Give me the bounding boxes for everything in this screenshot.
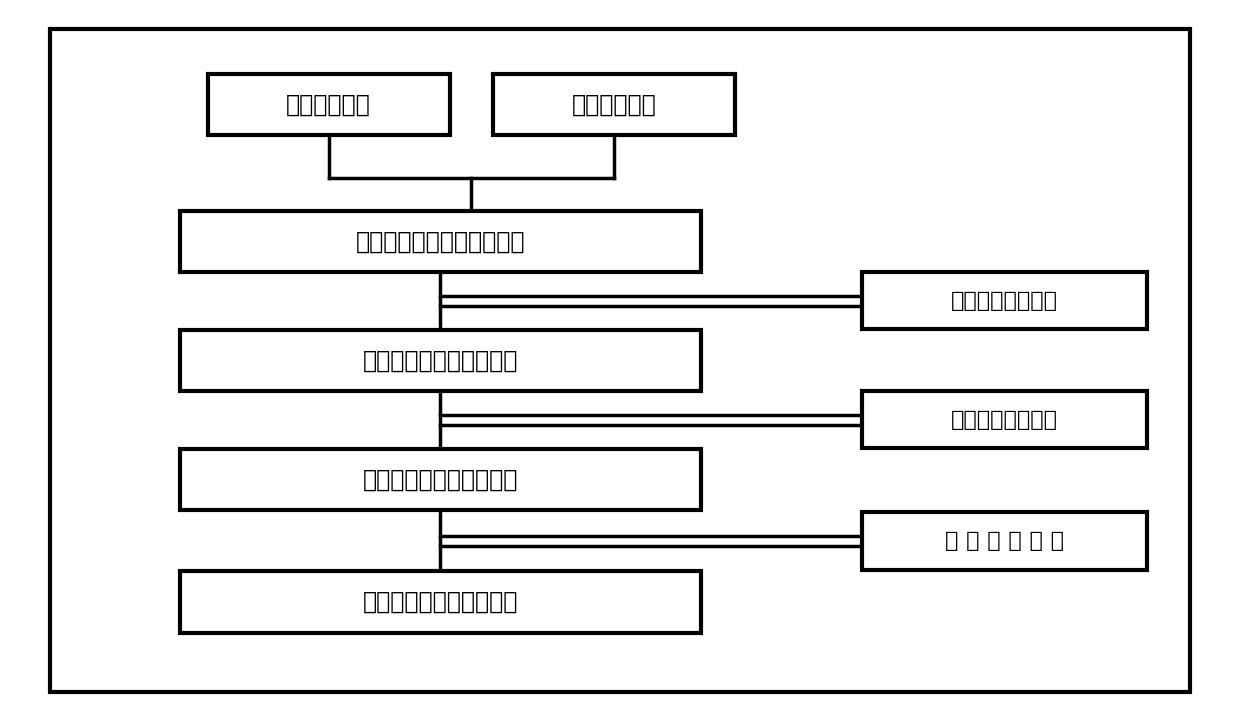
FancyBboxPatch shape bbox=[180, 330, 701, 391]
Text: 流体性质是否一致: 流体性质是否一致 bbox=[951, 410, 1058, 430]
Text: 岩性是否一致: 岩性是否一致 bbox=[286, 92, 371, 117]
Text: 初步划分气田开发单元范围: 初步划分气田开发单元范围 bbox=[356, 229, 525, 254]
FancyBboxPatch shape bbox=[180, 571, 701, 633]
FancyBboxPatch shape bbox=[50, 29, 1190, 692]
FancyBboxPatch shape bbox=[862, 391, 1147, 448]
FancyBboxPatch shape bbox=[862, 512, 1147, 570]
FancyBboxPatch shape bbox=[208, 74, 450, 136]
Text: 细分开发单元的主要依据: 细分开发单元的主要依据 bbox=[362, 590, 518, 614]
FancyBboxPatch shape bbox=[492, 74, 734, 136]
Text: 岩相是否一致: 岩相是否一致 bbox=[572, 92, 656, 117]
FancyBboxPatch shape bbox=[862, 272, 1147, 329]
FancyBboxPatch shape bbox=[180, 448, 701, 510]
Text: 储层物性是否一致: 储层物性是否一致 bbox=[951, 291, 1058, 311]
Text: 大范围划分开发单元依据: 大范围划分开发单元依据 bbox=[362, 348, 518, 373]
FancyBboxPatch shape bbox=[180, 211, 701, 272]
Text: 生 产 动 态 特 征: 生 产 动 态 特 征 bbox=[945, 531, 1064, 551]
Text: 划分局部连续性较好区域: 划分局部连续性较好区域 bbox=[362, 467, 518, 492]
